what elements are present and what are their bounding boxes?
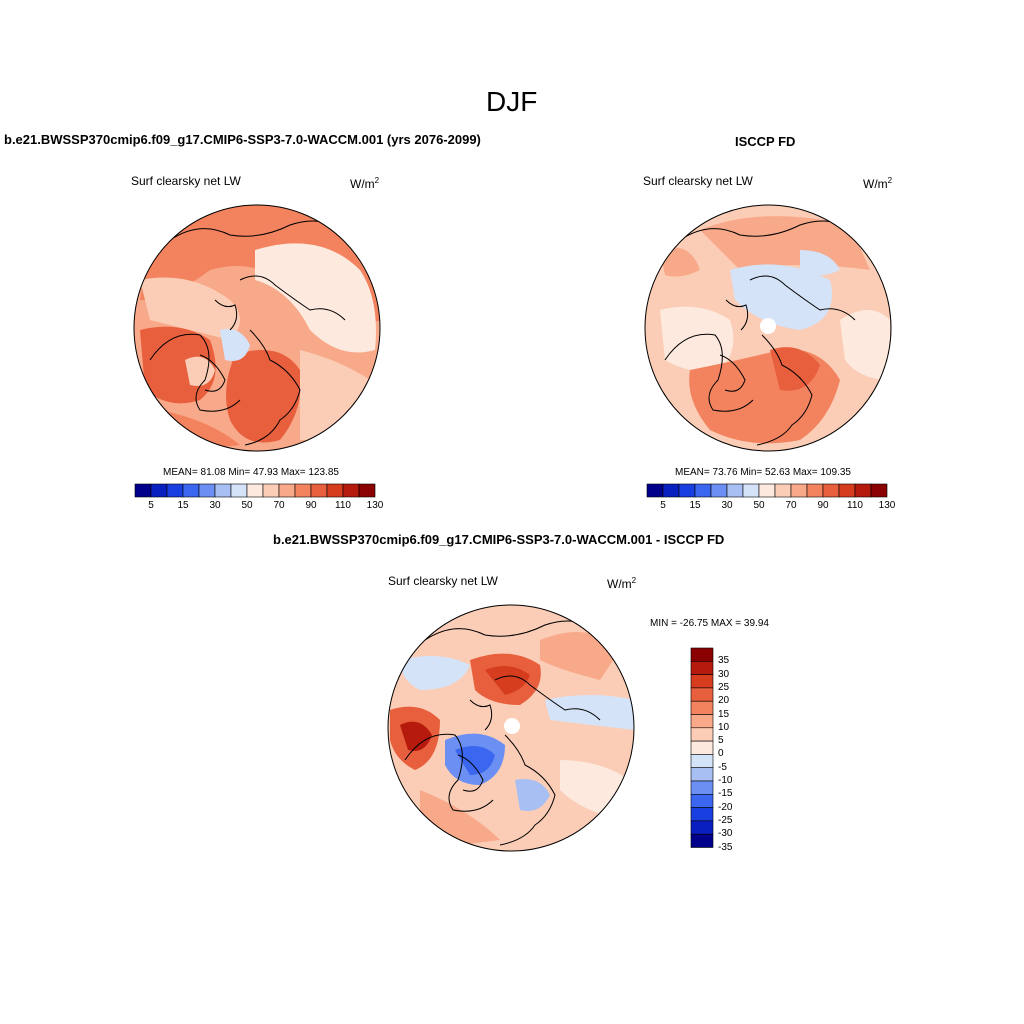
colorbar-cell: [694, 483, 712, 498]
polar-map-obs: [644, 204, 892, 452]
colorbar-tick-label: 70: [785, 500, 797, 511]
colorbar-cell: [742, 483, 760, 498]
variable-label-obs: Surf clearsky net LW: [643, 174, 753, 188]
colorbar-tick-label: 130: [878, 500, 896, 511]
colorbar-tick-label: 25: [718, 681, 730, 693]
units-label-obs: W/m2: [863, 176, 893, 191]
colorbar-tick-label: 70: [273, 500, 285, 511]
colorbar-cell: [310, 483, 328, 498]
colorbar-tick-label: -15: [718, 788, 733, 800]
colorbar-cell: [690, 820, 714, 835]
colorbar-cell: [690, 714, 714, 729]
colorbar-cell: [294, 483, 312, 498]
colorbar-cell: [662, 483, 680, 498]
colorbar-cell: [690, 700, 714, 715]
colorbar-cell: [150, 483, 168, 498]
colorbar-cell: [182, 483, 200, 498]
colorbar-cell: [646, 483, 664, 498]
colorbar-tick-label: 110: [847, 500, 863, 511]
colorbar-cell: [246, 483, 264, 498]
colorbar-tick-label: 90: [817, 500, 829, 511]
colorbar-cell: [358, 483, 376, 498]
colorbar-cell: [214, 483, 232, 498]
colorbar-cell: [690, 793, 714, 808]
colorbar-tick-label: 130: [366, 500, 384, 511]
variable-label-diff: Surf clearsky net LW: [388, 574, 498, 588]
colorbar-cell: [758, 483, 776, 498]
colorbar-cell: [690, 833, 714, 848]
colorbar-tick-label: 110: [335, 500, 351, 511]
variable-label-model: Surf clearsky net LW: [131, 174, 241, 188]
colorbar-cell: [678, 483, 696, 498]
panel-title-model: b.e21.BWSSP370cmip6.f09_g17.CMIP6-SSP3-7…: [4, 132, 481, 147]
colorbar-tick-label: 50: [241, 500, 253, 511]
colorbar-cell: [790, 483, 808, 498]
colorbar-tick-label: 5: [660, 500, 666, 511]
units-label-model: W/m2: [350, 176, 380, 191]
colorbar-tick-label: -25: [718, 814, 733, 826]
colorbar-cell: [690, 647, 714, 662]
panel-title-diff: b.e21.BWSSP370cmip6.f09_g17.CMIP6-SSP3-7…: [273, 532, 725, 547]
colorbar-cell: [166, 483, 184, 498]
figure-title: DJF: [486, 86, 538, 117]
colorbar-tick-label: 15: [689, 500, 701, 511]
colorbar-tick-label: 15: [718, 708, 730, 720]
colorbar-cell: [230, 483, 248, 498]
colorbar-tick-label: 30: [209, 500, 221, 511]
colorbar-model: [134, 483, 376, 498]
colorbar-cell: [690, 687, 714, 702]
colorbar-cell: [774, 483, 792, 498]
colorbar-tick-label: 30: [721, 500, 733, 511]
colorbar-cell: [278, 483, 296, 498]
colorbar-cell: [690, 767, 714, 782]
colorbar-tick-label: 30: [718, 668, 730, 680]
colorbar-tick-label: 5: [148, 500, 154, 511]
colorbar-cell: [822, 483, 840, 498]
colorbar-cell: [870, 483, 888, 498]
colorbar-cell: [342, 483, 360, 498]
colorbar-diff: [690, 647, 714, 848]
colorbar-tick-label: 35: [718, 655, 730, 667]
colorbar-cell: [690, 780, 714, 795]
colorbar-cell: [710, 483, 728, 498]
panel-title-obs: ISCCP FD: [735, 134, 796, 149]
colorbar-tick-label: 50: [753, 500, 765, 511]
colorbar-tick-label: -5: [718, 761, 727, 773]
colorbar-cell: [326, 483, 344, 498]
colorbar-tick-label: 5: [718, 735, 724, 747]
colorbar-obs: [646, 483, 888, 498]
colorbar-tick-label: 0: [718, 748, 724, 760]
colorbar-tick-label: -35: [718, 841, 733, 853]
colorbar-tick-label: -30: [718, 828, 733, 840]
units-label-diff: W/m2: [607, 576, 637, 591]
colorbar-cell: [690, 727, 714, 742]
stats-diff: MIN = -26.75 MAX = 39.94: [650, 618, 769, 629]
colorbar-tick-label: 20: [718, 695, 730, 707]
colorbar-cell: [690, 807, 714, 822]
stats-model: MEAN= 81.08 Min= 47.93 Max= 123.85: [163, 467, 339, 478]
colorbar-cell: [198, 483, 216, 498]
polar-map-diff: [387, 604, 635, 852]
colorbar-cell: [838, 483, 856, 498]
colorbar-tick-label: 90: [305, 500, 317, 511]
colorbar-cell: [690, 660, 714, 675]
colorbar-cell: [854, 483, 872, 498]
stats-obs: MEAN= 73.76 Min= 52.63 Max= 109.35: [675, 467, 851, 478]
colorbar-cell: [726, 483, 744, 498]
colorbar-tick-label: 10: [718, 721, 730, 733]
colorbar-cell: [690, 674, 714, 689]
colorbar-tick-label: -20: [718, 801, 733, 813]
colorbar-tick-label: 15: [177, 500, 189, 511]
colorbar-cell: [690, 740, 714, 755]
colorbar-tick-label: -10: [718, 775, 733, 786]
colorbar-cell: [690, 754, 714, 769]
polar-map-model: [133, 204, 381, 452]
colorbar-cell: [262, 483, 280, 498]
colorbar-cell: [134, 483, 152, 498]
colorbar-cell: [806, 483, 824, 498]
